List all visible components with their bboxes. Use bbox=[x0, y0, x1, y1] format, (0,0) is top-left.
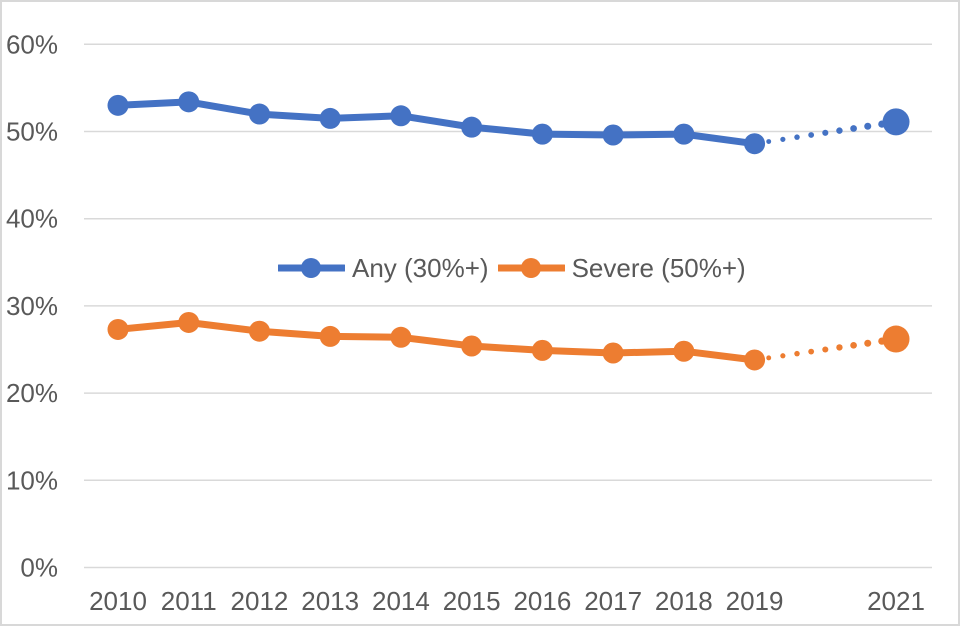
x-axis-tick-label-2015: 2015 bbox=[443, 586, 501, 616]
dotted-segment-dot-any bbox=[850, 125, 857, 132]
y-axis-tick-label: 60% bbox=[6, 29, 58, 59]
legend-item-any: Any (30%+) bbox=[278, 251, 489, 285]
legend-line-marker-severe-icon bbox=[497, 258, 565, 278]
data-point-severe-2011 bbox=[178, 311, 200, 333]
dotted-segment-dot-severe bbox=[794, 350, 800, 357]
chart-legend: Any (30%+) Severe (50%+) bbox=[278, 251, 746, 285]
dotted-segment-dot-any bbox=[836, 127, 843, 134]
dotted-segment-dot-severe bbox=[780, 353, 786, 359]
x-axis-tick-label-2013: 2013 bbox=[301, 586, 359, 616]
dotted-segment-dot-any bbox=[794, 134, 800, 140]
data-point-severe-2014 bbox=[390, 326, 412, 348]
data-point-any-2015 bbox=[461, 116, 483, 138]
y-axis-tick-label: 20% bbox=[6, 378, 58, 408]
data-point-any-2012 bbox=[248, 103, 270, 125]
data-point-any-2018 bbox=[673, 123, 695, 145]
data-point-any-2010 bbox=[107, 94, 129, 116]
data-point-severe-2016 bbox=[531, 339, 553, 361]
dotted-segment-dot-severe bbox=[850, 341, 857, 349]
legend-label-severe: Severe (50%+) bbox=[571, 253, 746, 283]
dotted-segment-dot-any bbox=[822, 129, 829, 136]
legend-label-any: Any (30%+) bbox=[352, 253, 489, 283]
data-point-severe-2015 bbox=[461, 335, 483, 357]
data-point-any-2021 bbox=[882, 108, 910, 136]
dotted-segment-dot-severe bbox=[766, 355, 772, 361]
x-axis-tick-label-2018: 2018 bbox=[655, 586, 713, 616]
series-line-severe bbox=[114, 319, 759, 364]
x-axis-tick-label-2011: 2011 bbox=[161, 586, 217, 616]
series-line-any bbox=[114, 98, 759, 148]
y-axis-tick-label: 0% bbox=[20, 553, 58, 583]
data-point-any-2011 bbox=[178, 91, 200, 113]
data-point-any-2016 bbox=[531, 123, 553, 145]
x-axis-tick-label-2012: 2012 bbox=[231, 586, 289, 616]
data-point-any-2013 bbox=[319, 107, 341, 129]
legend-line-marker-any-icon bbox=[278, 258, 345, 278]
data-point-any-2014 bbox=[390, 105, 412, 127]
dotted-segment-dot-severe bbox=[808, 348, 815, 355]
x-axis-tick-label-2010: 2010 bbox=[89, 586, 147, 616]
dotted-segment-dot-severe bbox=[822, 346, 829, 353]
x-axis-tick-label-2016: 2016 bbox=[513, 586, 571, 616]
data-point-any-2017 bbox=[602, 124, 624, 146]
x-axis-tick-label-2019: 2019 bbox=[726, 586, 784, 616]
x-axis-tick-label-2017: 2017 bbox=[584, 586, 642, 616]
data-point-severe-2013 bbox=[319, 325, 341, 347]
data-point-any-2019 bbox=[744, 133, 766, 155]
data-point-severe-2018 bbox=[673, 340, 695, 362]
dotted-segment-dot-severe bbox=[864, 339, 872, 347]
data-point-severe-2021 bbox=[882, 325, 910, 353]
dotted-segment-dot-severe bbox=[836, 344, 843, 351]
data-point-severe-2010 bbox=[107, 318, 129, 340]
dotted-segment-dot-any bbox=[766, 139, 772, 144]
data-point-severe-2017 bbox=[602, 342, 624, 364]
x-axis-tick-label-2021: 2021 bbox=[867, 586, 925, 616]
x-axis-tick-label-2014: 2014 bbox=[372, 586, 430, 616]
dotted-segment-dot-any bbox=[780, 136, 786, 142]
legend-item-severe: Severe (50%+) bbox=[497, 251, 746, 285]
y-axis-tick-label: 50% bbox=[6, 117, 58, 147]
y-axis-tick-label: 10% bbox=[6, 465, 58, 495]
data-point-severe-2012 bbox=[248, 320, 270, 342]
dotted-segment-dot-any bbox=[864, 122, 872, 130]
dotted-segment-dot-any bbox=[808, 132, 815, 138]
y-axis-tick-label: 30% bbox=[6, 291, 58, 321]
data-point-severe-2019 bbox=[744, 349, 766, 371]
y-axis-tick-label: 40% bbox=[6, 204, 58, 234]
